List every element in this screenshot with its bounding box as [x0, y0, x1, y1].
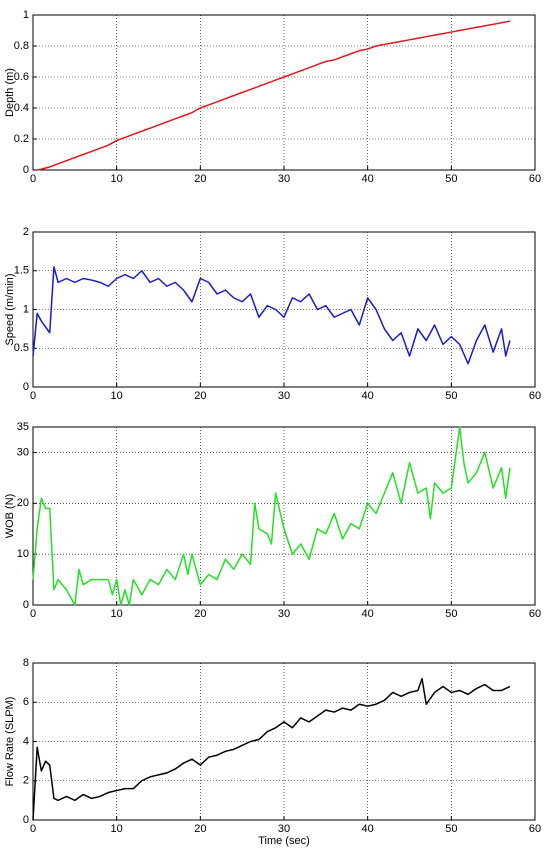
axes-frame	[32, 231, 536, 388]
x-tick-label: 60	[529, 823, 541, 835]
y-tick-label: 1.5	[14, 265, 29, 277]
y-tick-label: 35	[17, 421, 29, 433]
x-tick-label: 0	[30, 823, 36, 835]
y-tick-label: 30	[17, 446, 29, 458]
y-tick-label: 0.2	[14, 133, 29, 145]
x-tick-label: 60	[529, 608, 541, 620]
x-tick-label: 50	[445, 173, 457, 185]
data-line	[37, 20, 511, 171]
x-tick-label: 30	[278, 823, 290, 835]
y-tick-label: 1	[23, 303, 29, 315]
y-tick-label: 0	[23, 814, 29, 826]
x-tick-label: 40	[362, 608, 374, 620]
y-tick-label: 20	[17, 497, 29, 509]
x-axis-label: Time (sec)	[258, 835, 310, 847]
x-tick-label: 10	[111, 173, 123, 185]
y-tick-label: 0	[23, 381, 29, 393]
x-tick-label: 10	[111, 823, 123, 835]
subplot: 0 10 20 30 40 50 60 0 0.5 1 1.5 2 Speed (m/min)	[4, 226, 541, 402]
y-tick-label: 0.4	[14, 102, 29, 114]
x-tick-label: 40	[362, 390, 374, 402]
x-tick-label: 0	[30, 173, 36, 185]
x-tick-label: 10	[111, 608, 123, 620]
y-axis-label: Speed (m/min)	[4, 273, 16, 345]
x-tick-label: 50	[445, 823, 457, 835]
subplot: 0 10 20 30 40 50 60 0 2 4 6 8 Flow Rate (SLPM) Time (…	[4, 657, 541, 847]
x-tick-label: 10	[111, 390, 123, 402]
y-axis-label: WOB (N)	[4, 494, 16, 539]
axes-frame	[32, 14, 536, 171]
data-line	[32, 266, 511, 365]
x-tick-label: 30	[278, 390, 290, 402]
x-tick-label: 20	[194, 390, 206, 402]
x-tick-label: 30	[278, 608, 290, 620]
x-tick-label: 20	[194, 823, 206, 835]
x-tick-label: 20	[194, 608, 206, 620]
y-tick-label: 0.5	[14, 342, 29, 354]
y-tick-label: 8	[23, 657, 29, 669]
x-tick-label: 0	[30, 608, 36, 620]
subplot: 0 10 20 30 40 50 60 0 10 20 30 35 WOB (N)	[4, 421, 541, 620]
x-tick-label: 60	[529, 390, 541, 402]
y-tick-label: 0	[23, 164, 29, 176]
axes-frame	[32, 662, 536, 821]
x-tick-label: 40	[362, 173, 374, 185]
x-tick-label: 30	[278, 173, 290, 185]
y-axis-label: Depth (m)	[4, 68, 16, 117]
y-tick-label: 2	[23, 775, 29, 787]
y-tick-label: 0.8	[14, 40, 29, 52]
y-axis-label: Flow Rate (SLPM)	[4, 697, 16, 787]
x-tick-label: 50	[445, 390, 457, 402]
x-tick-label: 40	[362, 823, 374, 835]
y-tick-label: 6	[23, 696, 29, 708]
x-tick-label: 0	[30, 390, 36, 402]
subplot: 0 10 20 30 40 50 60 0 0.2 0.4 0.6 0.8 1 Depth (m)	[4, 9, 541, 185]
axes-frame	[32, 426, 536, 606]
y-tick-label: 1	[23, 9, 29, 21]
x-tick-label: 60	[529, 173, 541, 185]
x-tick-label: 50	[445, 608, 457, 620]
y-tick-label: 0	[23, 599, 29, 611]
data-line	[32, 677, 511, 821]
y-tick-label: 10	[17, 548, 29, 560]
y-tick-label: 2	[23, 226, 29, 238]
x-tick-label: 20	[194, 173, 206, 185]
y-tick-label: 0.6	[14, 71, 29, 83]
data-line	[32, 426, 511, 606]
y-tick-label: 4	[23, 735, 29, 747]
